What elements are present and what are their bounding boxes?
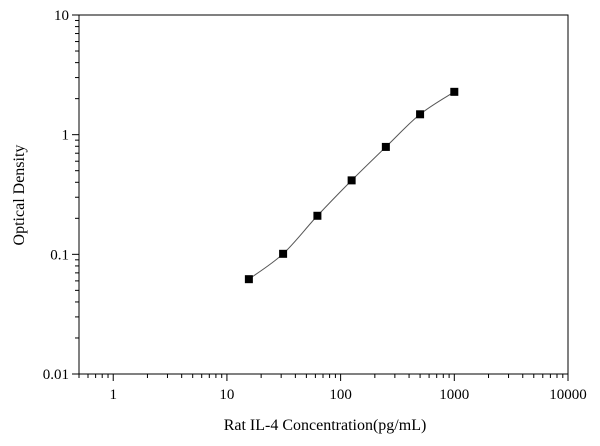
y-tick-label: 10 [54, 8, 69, 24]
data-point [347, 176, 356, 185]
data-point [381, 142, 390, 151]
y-tick-label: 1 [62, 128, 70, 144]
data-points [244, 87, 459, 284]
y-axis-label: Optical Density [11, 145, 28, 246]
data-point [416, 110, 425, 119]
data-point [313, 211, 322, 220]
x-tick-label: 1 [109, 387, 117, 403]
data-point [279, 249, 288, 258]
data-point [244, 275, 253, 284]
x-tick-label: 10 [219, 387, 234, 403]
x-axis-label: Rat IL-4 Concentration(pg/mL) [224, 417, 427, 434]
x-tick-label: 100 [329, 387, 352, 403]
plot-frame [78, 14, 569, 375]
axes [72, 14, 569, 381]
x-tick-label: 1000 [439, 387, 469, 403]
tick-labels: 1 10 100 1000 10000 0.01 0.1 1 10 [43, 8, 587, 403]
y-tick-label: 0.1 [50, 247, 69, 263]
data-point [450, 87, 459, 96]
y-tick-label: 0.01 [43, 367, 69, 383]
x-tick-label: 10000 [549, 387, 587, 403]
